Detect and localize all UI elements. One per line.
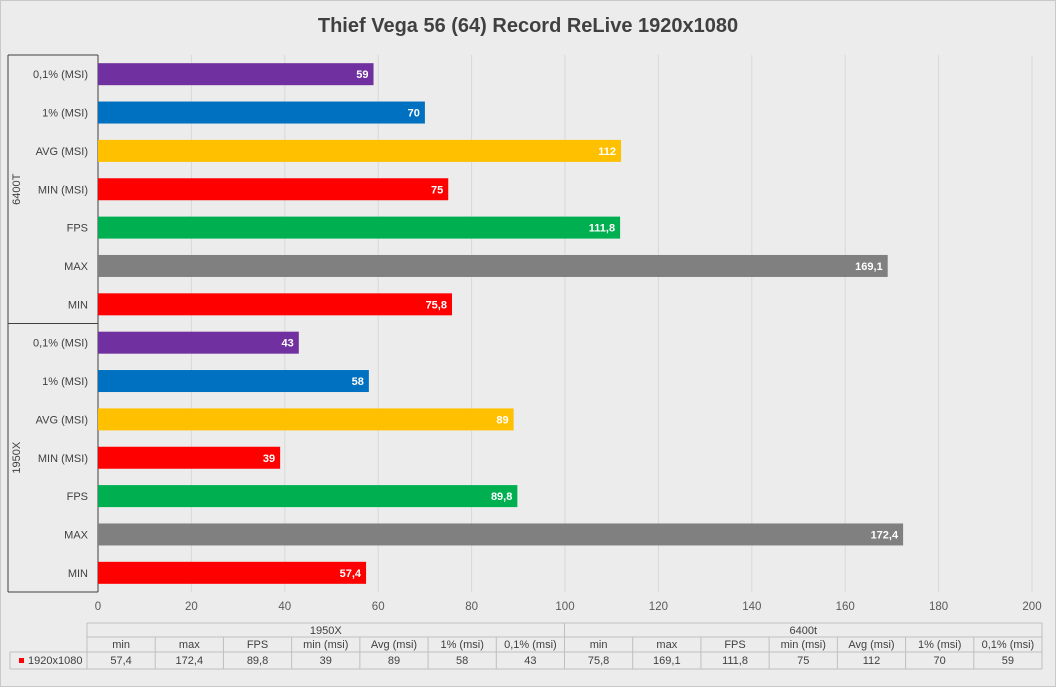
- bar: [98, 370, 369, 393]
- category-label: 0,1% (MSI): [33, 338, 88, 350]
- table-cell: 57,4: [110, 655, 131, 667]
- bar: [98, 178, 449, 201]
- bar: [98, 485, 518, 508]
- data-label: 89: [496, 414, 508, 426]
- table-column-header: Avg (msi): [371, 639, 417, 651]
- bar: [98, 139, 622, 162]
- table-column-header: 0,1% (msi): [982, 639, 1035, 651]
- group-label: 1950X: [11, 441, 23, 473]
- table-column-header: 0,1% (msi): [504, 639, 557, 651]
- category-label: MIN: [68, 568, 88, 580]
- category-label: AVG (MSI): [36, 414, 88, 426]
- bar: [98, 408, 514, 431]
- table-column-header: max: [656, 639, 677, 651]
- data-label: 39: [263, 453, 275, 465]
- group-label: 6400T: [11, 173, 23, 204]
- table-column-header: max: [179, 639, 200, 651]
- table-cell: 172,4: [176, 655, 204, 667]
- data-label: 111,8: [589, 223, 615, 235]
- table-column-header: min (msi): [303, 639, 348, 651]
- bar: [98, 216, 621, 239]
- bar: [98, 101, 425, 124]
- table-column-header: min: [112, 639, 130, 651]
- category-label: MIN (MSI): [38, 453, 88, 465]
- table-cell: 89: [388, 655, 400, 667]
- bar: [98, 561, 367, 584]
- category-label: MAX: [64, 261, 89, 273]
- data-label: 89,8: [491, 491, 512, 503]
- table-group-header: 1950X: [310, 625, 342, 637]
- table-cell: 89,8: [247, 655, 268, 667]
- category-label: 1% (MSI): [42, 376, 88, 388]
- x-tick-label: 160: [836, 601, 855, 613]
- bar: [98, 523, 904, 546]
- table-column-header: FPS: [724, 639, 745, 651]
- data-label: 57,4: [340, 568, 362, 580]
- data-label: 75,8: [426, 299, 447, 311]
- grid-lines: [97, 55, 1033, 592]
- category-label: 1% (MSI): [42, 108, 88, 120]
- data-label: 169,1: [855, 261, 883, 273]
- data-label: 58: [352, 376, 364, 388]
- table-cell: 169,1: [653, 655, 681, 667]
- category-label: FPS: [67, 491, 88, 503]
- x-tick-label: 200: [1022, 601, 1041, 613]
- category-label: MIN (MSI): [38, 184, 88, 196]
- table-column-header: min: [590, 639, 608, 651]
- data-label: 112: [598, 146, 616, 158]
- data-label: 70: [408, 108, 420, 120]
- bar: [98, 63, 374, 86]
- data-label: 172,4: [871, 529, 899, 541]
- x-tick-label: 40: [278, 601, 291, 613]
- table-cell: 75: [797, 655, 809, 667]
- data-label: 75: [431, 184, 443, 196]
- category-label: 0,1% (MSI): [33, 69, 88, 81]
- bar: [98, 293, 452, 316]
- x-tick-label: 20: [185, 601, 198, 613]
- category-label: MAX: [64, 529, 89, 541]
- data-label: 43: [282, 338, 294, 350]
- x-tick-label: 60: [372, 601, 385, 613]
- x-tick-label: 100: [555, 601, 574, 613]
- data-label: 59: [356, 69, 368, 81]
- data-table: 1920x1080 1950X min 57,4 max 172,4 FPS 89,8 min …: [9, 622, 1043, 670]
- series-name: 1920x1080: [28, 655, 82, 667]
- legend-key: [19, 658, 24, 663]
- table-group-header: 6400t: [789, 625, 817, 637]
- x-tick-label: 80: [465, 601, 478, 613]
- category-axis: 0,1% (MSI) 1% (MSI) AVG (MSI) MIN (MSI) FPS M…: [7, 54, 99, 593]
- table-cell: 43: [524, 655, 536, 667]
- table-cell: 111,8: [722, 655, 748, 667]
- bar: [98, 446, 281, 469]
- bars: 59 70 112 75 111,8 169,1 75,8 43 58 89 39 89,8 172,4…: [98, 63, 904, 584]
- x-tick-label: 180: [929, 601, 948, 613]
- chart-title: Thief Vega 56 (64) Record ReLive 1920x10…: [318, 15, 738, 37]
- x-tick-label: 0: [95, 601, 101, 613]
- x-tick-label: 140: [742, 601, 761, 613]
- table-column-header: 1% (msi): [440, 639, 483, 651]
- category-label: FPS: [67, 223, 88, 235]
- table-cell: 58: [456, 655, 468, 667]
- table-cell: 39: [320, 655, 332, 667]
- category-label: MIN: [68, 299, 88, 311]
- table-cell: 112: [863, 655, 881, 667]
- table-cell: 70: [934, 655, 946, 667]
- table-column-header: 1% (msi): [918, 639, 961, 651]
- bar: [98, 331, 299, 354]
- table-cell: 75,8: [588, 655, 609, 667]
- table-column-header: FPS: [247, 639, 268, 651]
- bar: [98, 254, 888, 277]
- table-cell: 59: [1002, 655, 1014, 667]
- table-column-header: Avg (msi): [848, 639, 894, 651]
- x-axis-ticks: 0 20 40 60 80 100 120 140 160 180 200: [95, 601, 1042, 613]
- table-column-header: min (msi): [781, 639, 826, 651]
- x-tick-label: 120: [649, 601, 668, 613]
- category-label: AVG (MSI): [36, 146, 88, 158]
